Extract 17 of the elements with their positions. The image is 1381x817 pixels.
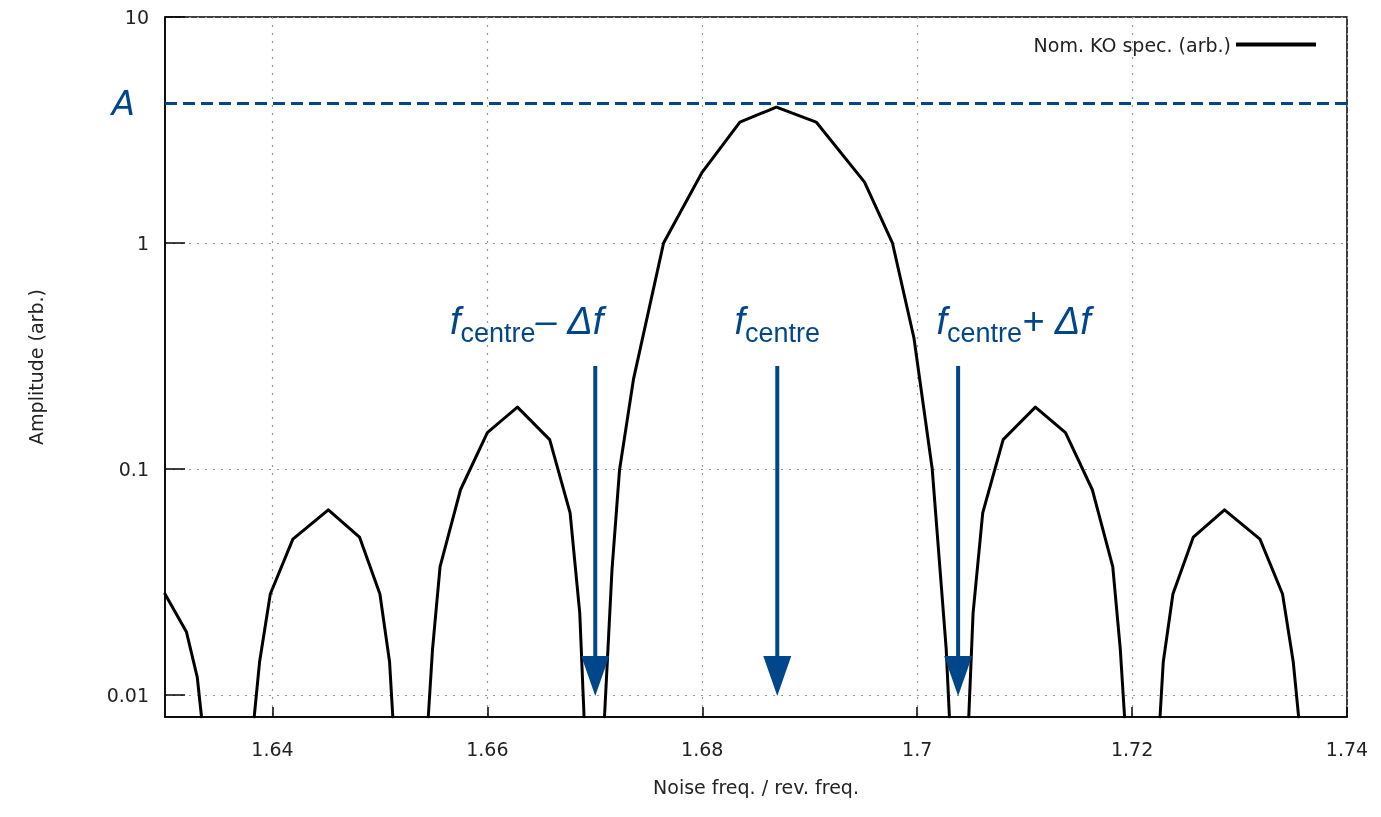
x-tick-label: 1.68 xyxy=(681,737,724,760)
ref-line-label: A xyxy=(109,83,135,124)
y-tick-label: 10 xyxy=(124,6,149,28)
annotation: f$_{centre}$ xyxy=(734,300,821,349)
x-tick-label: 1.74 xyxy=(1325,737,1369,760)
y-axis-title: Amplitude (arb.) xyxy=(24,289,47,445)
x-tick-label: 1.72 xyxy=(1110,737,1154,760)
y-tick-label: 0.01 xyxy=(106,684,149,707)
legend-label: Nom. KO spec. (arb.) xyxy=(1033,33,1231,56)
x-tick-label: 1.7 xyxy=(902,737,933,760)
y-tick-label: 0.1 xyxy=(118,458,149,481)
x-axis-title: Noise freq. / rev. freq. xyxy=(653,775,859,798)
x-tick-label: 1.66 xyxy=(466,737,509,760)
y-tick-label: 1 xyxy=(136,232,149,255)
annotation: f$_{centre}$– Δf xyxy=(450,300,607,349)
annotation: f$_{centre}$+ Δf xyxy=(936,300,1095,349)
x-tick-label: 1.64 xyxy=(251,737,294,760)
